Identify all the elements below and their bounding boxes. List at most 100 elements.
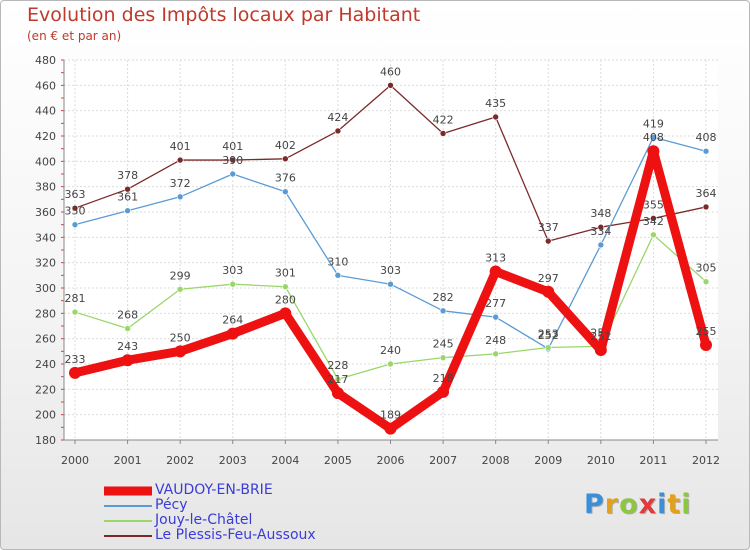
data-label-vaudoy-en-brie: 250 — [170, 331, 191, 344]
data-label-p-cy: 303 — [380, 264, 401, 277]
data-label-jouy-le-ch-tel: 342 — [643, 215, 664, 228]
y-tick-label: 360 — [35, 206, 56, 219]
proxiti-logo: Proxiti — [584, 489, 692, 520]
data-point-jouy-le-ch-tel — [282, 283, 289, 291]
data-label-p-cy: 310 — [327, 255, 348, 268]
data-label-le-plessis-feu-aussoux: 435 — [485, 97, 506, 110]
data-label-vaudoy-en-brie: 243 — [117, 340, 138, 353]
data-label-vaudoy-en-brie: 218 — [433, 372, 454, 385]
data-label-jouy-le-ch-tel: 299 — [170, 269, 191, 282]
data-point-vaudoy-en-brie — [279, 307, 292, 320]
data-point-vaudoy-en-brie — [226, 327, 239, 340]
data-point-le-plessis-feu-aussoux — [702, 203, 710, 211]
y-tick-label: 220 — [35, 383, 56, 396]
data-point-vaudoy-en-brie — [69, 366, 81, 379]
data-point-vaudoy-en-brie — [331, 387, 344, 400]
y-tick-label: 340 — [35, 231, 56, 244]
data-label-vaudoy-en-brie: 280 — [275, 293, 296, 306]
data-point-jouy-le-ch-tel — [492, 350, 499, 358]
x-tick-label: 2006 — [377, 454, 405, 467]
y-tick-label: 200 — [35, 409, 56, 422]
data-point-le-plessis-feu-aussoux — [282, 155, 289, 163]
data-point-jouy-le-ch-tel — [124, 325, 131, 332]
data-point-le-plessis-feu-aussoux — [334, 127, 342, 135]
data-label-le-plessis-feu-aussoux: 422 — [433, 113, 454, 126]
data-label-le-plessis-feu-aussoux: 401 — [170, 140, 191, 153]
x-tick-label: 2001 — [114, 454, 142, 467]
data-point-p-cy — [229, 170, 237, 178]
data-point-jouy-le-ch-tel — [702, 278, 710, 285]
x-tick-label: 2002 — [166, 454, 194, 467]
data-point-p-cy — [124, 207, 131, 215]
data-point-p-cy — [702, 147, 710, 155]
y-tick-label: 420 — [35, 130, 56, 143]
data-label-jouy-le-ch-tel: 228 — [327, 359, 348, 372]
data-label-vaudoy-en-brie: 408 — [643, 131, 664, 144]
data-point-le-plessis-feu-aussoux — [544, 237, 552, 245]
data-point-vaudoy-en-brie — [174, 345, 187, 358]
x-tick-label: 2009 — [534, 454, 562, 467]
data-label-le-plessis-feu-aussoux: 348 — [590, 207, 611, 220]
data-label-vaudoy-en-brie: 217 — [327, 373, 348, 386]
logo-letter: x — [638, 489, 658, 520]
data-point-vaudoy-en-brie — [542, 285, 555, 298]
data-point-jouy-le-ch-tel — [387, 360, 394, 368]
x-tick-label: 2004 — [271, 454, 299, 467]
logo-letter: r — [604, 489, 620, 520]
data-label-vaudoy-en-brie: 313 — [485, 252, 506, 265]
y-tick-label: 460 — [35, 79, 56, 92]
data-label-le-plessis-feu-aussoux: 363 — [65, 188, 86, 201]
data-point-p-cy — [334, 272, 342, 279]
data-point-p-cy — [176, 193, 184, 201]
data-label-jouy-le-ch-tel: 248 — [485, 334, 506, 347]
legend-label: VAUDOY-EN-BRIE — [155, 482, 273, 498]
logo-letter: i — [657, 489, 668, 520]
legend-label: Jouy-le-Châtel — [155, 512, 253, 528]
x-tick-label: 2012 — [692, 454, 720, 467]
data-label-jouy-le-ch-tel: 245 — [433, 338, 454, 351]
logo-letter: i — [681, 489, 692, 520]
data-label-jouy-le-ch-tel: 301 — [275, 267, 296, 280]
data-label-p-cy: 350 — [65, 205, 86, 218]
data-point-le-plessis-feu-aussoux — [650, 215, 657, 222]
data-label-le-plessis-feu-aussoux: 460 — [380, 65, 401, 78]
data-label-p-cy: 419 — [643, 117, 664, 130]
data-label-jouy-le-ch-tel: 240 — [380, 344, 401, 357]
data-label-le-plessis-feu-aussoux: 402 — [275, 139, 296, 152]
data-point-jouy-le-ch-tel — [176, 285, 184, 293]
x-tick-label: 2005 — [324, 454, 352, 467]
data-point-p-cy — [650, 133, 657, 141]
data-label-p-cy: 372 — [170, 177, 191, 190]
data-label-p-cy: 277 — [485, 297, 506, 310]
legend-label: Pécy — [155, 497, 188, 513]
legend-swatch — [104, 520, 152, 522]
data-point-vaudoy-en-brie — [647, 145, 660, 158]
data-label-le-plessis-feu-aussoux: 378 — [117, 169, 138, 182]
data-point-p-cy — [71, 221, 79, 228]
data-point-vaudoy-en-brie — [489, 265, 502, 278]
data-point-jouy-le-ch-tel — [650, 231, 657, 239]
data-label-le-plessis-feu-aussoux: 424 — [327, 111, 348, 124]
data-point-vaudoy-en-brie — [700, 339, 712, 351]
data-label-le-plessis-feu-aussoux: 337 — [538, 221, 559, 234]
y-tick-label: 280 — [35, 307, 56, 320]
legend-label: Le Plessis-Feu-Aussoux — [155, 527, 316, 543]
data-point-vaudoy-en-brie — [384, 422, 397, 435]
x-tick-label: 2003 — [219, 454, 247, 467]
data-point-le-plessis-feu-aussoux — [124, 185, 131, 193]
data-label-vaudoy-en-brie: 297 — [538, 272, 559, 285]
x-tick-label: 2007 — [429, 454, 457, 467]
data-point-le-plessis-feu-aussoux — [439, 130, 447, 137]
y-tick-label: 300 — [35, 282, 56, 295]
legend-swatch — [104, 486, 152, 496]
y-tick-label: 480 — [35, 54, 56, 67]
x-tick-label: 2008 — [482, 454, 510, 467]
y-tick-label: 260 — [35, 333, 56, 346]
data-point-jouy-le-ch-tel — [334, 375, 342, 383]
data-label-vaudoy-en-brie: 189 — [380, 409, 401, 422]
x-tick-label: 2000 — [61, 454, 89, 467]
y-tick-label: 180 — [35, 434, 56, 447]
data-point-p-cy — [492, 313, 499, 321]
data-point-p-cy — [439, 307, 447, 315]
